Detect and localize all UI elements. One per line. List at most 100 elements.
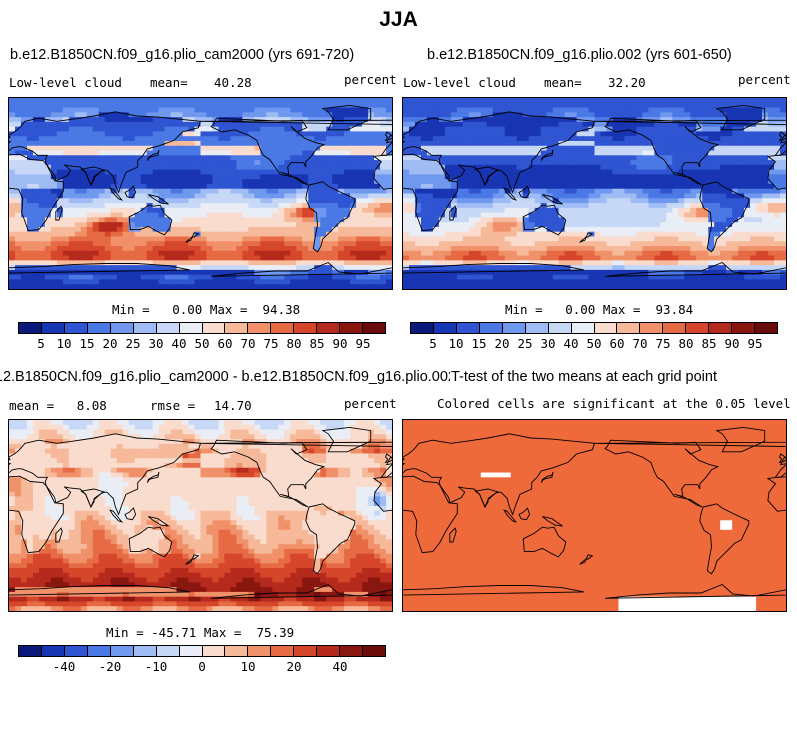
coastline-borneo: [124, 507, 137, 521]
colorbar-tick-label: 90: [332, 336, 348, 351]
panel3-rmse-value: 14.70: [214, 398, 252, 413]
colorbar-tick-label: 70: [632, 336, 648, 351]
coastline-samerica: [699, 503, 750, 575]
panel1-colorbar-labels: 5 10 15 20 25 30 40 50 60 70 75 80 85 90 95: [18, 336, 386, 352]
panel2-colorbar-labels: 5 10 15 20 25 30 40 50 60 70 75 80 85 90 95: [410, 336, 778, 352]
coastline-uk: [384, 131, 392, 142]
coastline-newguinea: [148, 194, 169, 205]
colorbar-swatch: [594, 323, 618, 333]
coastline-samerica: [305, 503, 356, 575]
colorbar-tick-label: 10: [240, 659, 256, 674]
colorbar-swatch: [340, 646, 364, 656]
colorbar-swatch: [133, 323, 157, 333]
coastline-japan: [540, 471, 554, 483]
colorbar-swatch: [663, 323, 687, 333]
coastline-antarctica: [211, 261, 392, 277]
coastline-namerica: [210, 117, 326, 186]
colorbar-tick-label: 15: [79, 336, 95, 351]
coastline-newzealand: [185, 232, 200, 243]
colorbar-swatch: [502, 323, 526, 333]
coastline-samerica: [699, 181, 750, 253]
colorbar-tick-label: 95: [747, 336, 763, 351]
colorbar-swatch: [179, 323, 203, 333]
colorbar-tick-label: 10: [448, 336, 464, 351]
coastline-newzealand: [579, 232, 594, 243]
coastline-madagascar: [449, 527, 457, 543]
panel2-mean-label: mean=: [544, 75, 582, 90]
colorbar-swatch: [87, 646, 111, 656]
colorbar-swatch: [156, 323, 180, 333]
colorbar-tick-label: 70: [240, 336, 256, 351]
coastline-eurasia: [9, 433, 202, 516]
panel1-mean-value: 40.28: [214, 75, 252, 90]
coastline-japan: [146, 471, 160, 483]
panel3-rmse-label: rmse =: [150, 398, 196, 413]
colorbar-swatch: [755, 323, 777, 333]
colorbar-tick-label: 60: [609, 336, 625, 351]
colorbar-tick-label: 15: [471, 336, 487, 351]
colorbar-swatch: [64, 323, 88, 333]
coastline-madagascar: [55, 205, 63, 221]
coastline-antarctica: [9, 585, 190, 596]
colorbar-swatch: [156, 646, 180, 656]
colorbar-swatch: [110, 323, 134, 333]
colorbar-tick-label: -10: [144, 659, 168, 674]
panel2-colorbar: [410, 322, 778, 334]
panel2-title: b.e12.B1850CN.f09_g16.plio.002 (yrs 601-…: [427, 47, 732, 63]
coastline-sumatra: [503, 509, 518, 523]
colorbar-swatch: [19, 646, 42, 656]
colorbar-tick-label: 30: [148, 336, 164, 351]
panel3-mean-label: mean = 8.08: [9, 398, 107, 413]
panel4-map: [402, 419, 787, 612]
colorbar-swatch: [317, 323, 341, 333]
colorbar-swatch: [479, 323, 503, 333]
coastline-australia: [128, 526, 173, 558]
coastline-india: [80, 488, 107, 508]
colorbar-swatch: [686, 323, 710, 333]
colorbar-tick-label: 5: [37, 336, 45, 351]
coastline-uk: [778, 131, 786, 142]
colorbar-swatch: [640, 323, 664, 333]
coastline-sumatra: [503, 187, 518, 201]
colorbar-swatch: [294, 323, 318, 333]
coastline-australia: [128, 204, 173, 236]
colorbar-swatch: [133, 646, 157, 656]
coastline-eurasia: [403, 433, 596, 516]
coastline-madagascar: [449, 205, 457, 221]
coastline-africa: [9, 153, 64, 232]
colorbar-tick-label: 50: [194, 336, 210, 351]
coastline-africa: [766, 154, 786, 190]
colorbar-swatch: [87, 323, 111, 333]
colorbar-tick-label: 20: [102, 336, 118, 351]
colorbar-swatch: [456, 323, 480, 333]
colorbar-swatch: [202, 646, 226, 656]
colorbar-tick-label: 80: [286, 336, 302, 351]
colorbar-swatch: [363, 323, 385, 333]
colorbar-swatch: [433, 323, 457, 333]
colorbar-swatch: [64, 646, 88, 656]
colorbar-tick-label: 40: [171, 336, 187, 351]
coastline-sumatra: [109, 187, 124, 201]
panel3-title: b.e12.B1850CN.f09_g16.plio_cam2000 - b.e…: [0, 369, 450, 385]
panel2-units: percent: [738, 72, 791, 87]
colorbar-tick-label: -40: [52, 659, 76, 674]
colorbar-swatch: [709, 323, 733, 333]
colorbar-swatch: [41, 323, 65, 333]
coastline-eurasia: [403, 111, 596, 194]
coastline-australia: [522, 204, 567, 236]
panel1-units: percent: [344, 72, 397, 87]
coastline-borneo: [518, 185, 531, 199]
colorbar-tick-label: 95: [355, 336, 371, 351]
coastline-newzealand: [185, 554, 200, 565]
coastline-africa: [372, 476, 392, 512]
panel2-map: [402, 97, 787, 290]
colorbar-swatch: [548, 323, 572, 333]
coastline-samerica: [305, 181, 356, 253]
colorbar-tick-label: 25: [517, 336, 533, 351]
panel2-variable-label: Low-level cloud: [403, 75, 516, 90]
coastline-greenland: [715, 426, 766, 453]
coastline-japan: [146, 149, 160, 161]
coastline-antarctica: [403, 263, 584, 274]
colorbar-swatch: [110, 646, 134, 656]
coastline-africa: [766, 476, 786, 512]
